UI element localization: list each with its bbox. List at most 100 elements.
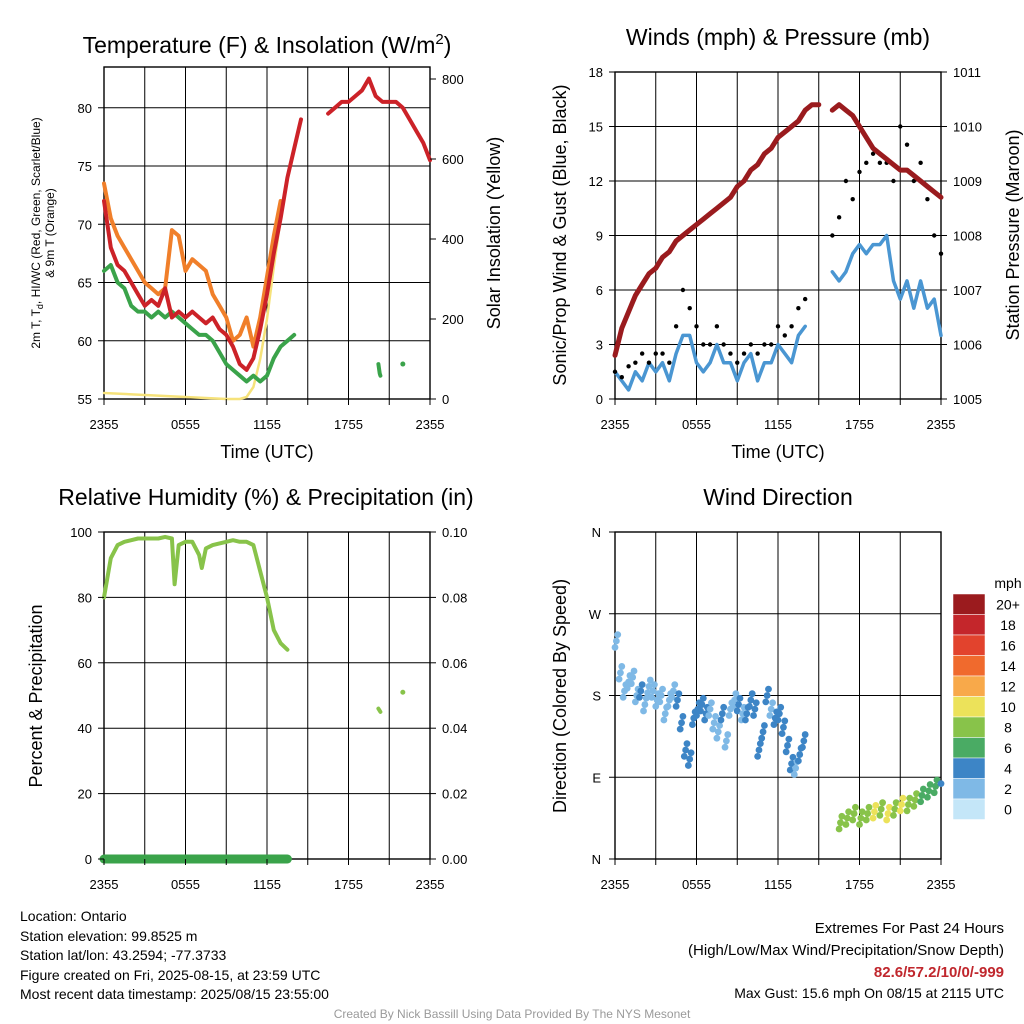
gust-point <box>932 233 937 238</box>
direction-point <box>782 748 790 756</box>
direction-point <box>642 694 650 702</box>
direction-point <box>778 730 786 738</box>
direction-point <box>644 689 651 697</box>
direction-point <box>780 723 787 731</box>
wind-title: Winds (mph) & Pressure (mb) <box>626 24 930 50</box>
direction-point <box>925 787 933 795</box>
wind-y2tick-label: 1005 <box>953 392 982 407</box>
legend-swatch <box>952 614 986 636</box>
direction-point <box>796 751 804 758</box>
direction-point <box>680 752 688 760</box>
direction-point <box>657 692 665 699</box>
direction-point <box>763 692 771 699</box>
rh-ytick-label: 60 <box>78 656 92 671</box>
direction-point <box>670 687 677 695</box>
direction-point <box>710 719 718 727</box>
direction-point <box>614 631 622 639</box>
gust-point <box>843 178 849 184</box>
dir-xtick-label: 0555 <box>682 877 711 892</box>
gust-point <box>612 369 618 374</box>
legend-label: 12 <box>1000 678 1016 694</box>
gust-point <box>619 375 624 380</box>
dir-ytick-label: N <box>592 852 601 867</box>
direction-point <box>648 693 656 701</box>
gust-point <box>918 160 923 166</box>
direction-point <box>775 710 783 718</box>
dir-ytick-label: S <box>592 689 601 704</box>
wind-ytick-label: 15 <box>589 120 603 135</box>
direction-point <box>615 675 623 683</box>
gust-point <box>735 360 740 365</box>
legend-swatch <box>952 798 986 820</box>
temp-y2tick-label: 400 <box>442 232 464 247</box>
legend-swatch <box>952 696 986 718</box>
gust-point <box>741 351 747 356</box>
extremes-values: 82.6/57.2/10/0/-999 <box>873 964 1004 981</box>
gust-point <box>802 296 808 302</box>
temp-xtick-label: 0555 <box>171 417 200 432</box>
temp-title: Temperature (F) & Insolation (W/m2) <box>83 31 452 58</box>
temp-panel: Temperature (F) & Insolation (W/m2) 2355… <box>29 31 504 462</box>
direction-point <box>706 705 714 713</box>
direction-point <box>748 690 756 698</box>
direction-point <box>747 696 755 704</box>
gust-point <box>775 324 781 329</box>
direction-point <box>784 742 791 749</box>
gust-point <box>877 160 883 166</box>
direction-point <box>689 721 696 728</box>
speed-legend: 20+ 18 16 14 12 10 8 6 4 2 0 <box>952 593 1020 820</box>
gust-point <box>660 351 665 356</box>
gust-point <box>653 351 658 356</box>
wind-y2tick-label: 1010 <box>953 120 982 135</box>
direction-point <box>842 821 850 828</box>
direction-point <box>906 794 914 802</box>
direction-point <box>876 812 884 819</box>
direction-point <box>756 740 764 748</box>
direction-point <box>637 687 645 695</box>
rh-ytick-label: 40 <box>78 721 92 736</box>
direction-point <box>717 716 725 724</box>
direction-point <box>736 694 744 702</box>
direction-point <box>742 716 749 724</box>
gust-point <box>836 215 842 220</box>
gust-point <box>857 169 862 175</box>
direction-point <box>910 802 918 810</box>
extremes-info: Extremes For Past 24 Hours (High/Low/Max… <box>688 918 1004 1004</box>
direction-point <box>857 814 865 822</box>
direction-point <box>713 734 721 742</box>
direction-point <box>769 699 776 707</box>
temp-y2tick-label: 600 <box>442 152 464 167</box>
direction-point <box>891 805 899 813</box>
direction-point <box>709 725 717 733</box>
rh-y2tick-label: 0.00 <box>442 852 467 867</box>
direction-point <box>636 693 643 701</box>
direction-point <box>850 810 858 817</box>
direction-point <box>659 685 666 693</box>
direction-point <box>720 703 728 711</box>
gust-point <box>891 178 896 184</box>
direction-point <box>650 681 658 688</box>
temp-ytick-label: 60 <box>78 334 92 349</box>
direction-point <box>794 757 802 765</box>
direction-point <box>905 801 912 808</box>
station-info: Location: Ontario Station elevation: 99.… <box>20 907 329 1005</box>
temp-xlabel: Time (UTC) <box>220 442 313 462</box>
gust-point <box>911 178 917 184</box>
direction-point <box>724 731 732 738</box>
direction-point <box>698 701 706 708</box>
rh-ytick-label: 0 <box>85 852 92 867</box>
direction-point <box>623 684 631 692</box>
direction-point <box>722 737 730 745</box>
direction-point <box>687 749 695 757</box>
gust-point <box>898 124 903 129</box>
wind-y2tick-label: 1007 <box>953 283 982 298</box>
direction-point <box>679 712 687 720</box>
gust-point <box>633 360 638 365</box>
direction-point <box>843 814 851 822</box>
direction-point <box>754 752 762 760</box>
rh-xtick-label: 0555 <box>171 877 200 892</box>
wind-xtick-label: 2355 <box>601 417 630 432</box>
direction-point <box>697 707 704 715</box>
legend-label: 10 <box>1000 699 1016 715</box>
gust-point <box>728 351 733 356</box>
